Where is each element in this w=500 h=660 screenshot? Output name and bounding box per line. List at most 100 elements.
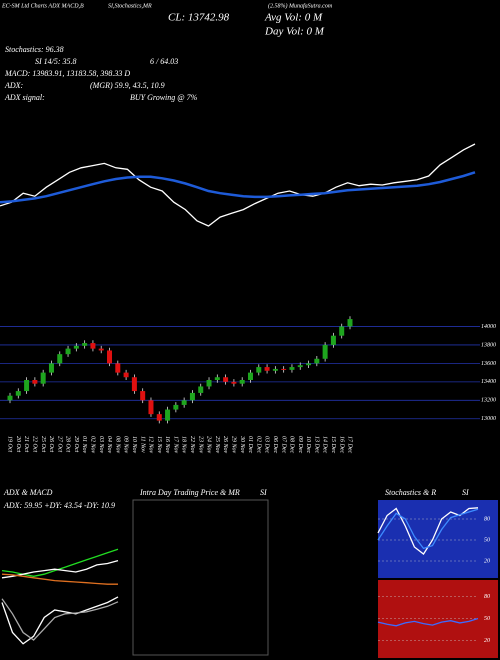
candle-body	[24, 380, 30, 392]
candle-body	[330, 335, 336, 345]
panel-background	[378, 580, 498, 658]
candle-body	[264, 367, 270, 371]
rsi-values: 6 / 64.03	[150, 57, 178, 66]
y-tick-label: 80	[484, 516, 490, 522]
x-tick-label: 13 Dec	[313, 436, 319, 453]
x-tick-label: 25 Oct	[40, 436, 46, 452]
adx-signal: ADX signal:	[4, 93, 45, 102]
candle-body	[90, 343, 96, 349]
x-tick-label: 01 Nov	[81, 436, 87, 454]
site-label: (2.58%) MunafaSutra.com	[268, 2, 333, 9]
site-label: SI,Stochastics,MR	[108, 3, 152, 9]
candle-body	[156, 414, 162, 421]
y-tick-label: 20	[484, 638, 490, 644]
x-tick-label: 04 Nov	[106, 436, 113, 454]
x-tick-label: 03 Dec	[264, 436, 270, 453]
panel-subtitle: SI	[462, 488, 469, 497]
candle-body	[189, 392, 195, 401]
y-tick-label: 50	[484, 616, 490, 622]
candle-body	[82, 343, 88, 346]
candle-body	[239, 380, 245, 384]
x-tick-label: 09 Dec	[297, 436, 303, 453]
candle-body	[73, 345, 79, 349]
day-volume: Day Vol: 0 M	[264, 26, 325, 38]
candle-body	[339, 326, 345, 336]
y-tick-label: 13400	[481, 378, 496, 385]
y-tick-label: 80	[484, 594, 490, 600]
x-tick-label: 29 Oct	[73, 436, 79, 452]
candle-body	[165, 409, 171, 421]
y-tick-label: 13800	[481, 342, 496, 348]
site-label: EC-SM Ltd Charts ADX MACD,B	[1, 3, 84, 9]
x-tick-label: 07 Dec	[280, 436, 286, 453]
x-tick-label: 17 Dec	[347, 436, 353, 453]
adx-values: (MGR) 59.9, 43.5, 10.9	[90, 81, 165, 90]
y-tick-label: 13200	[481, 398, 496, 404]
candle-body	[107, 350, 113, 364]
x-tick-label: 22 Oct	[32, 436, 38, 452]
candle-body	[347, 319, 353, 327]
y-tick-label: 50	[484, 537, 490, 543]
candle-body	[223, 377, 229, 382]
candle-body	[231, 381, 237, 384]
candle-body	[206, 380, 212, 387]
x-tick-label: 20 Oct	[15, 436, 21, 452]
x-tick-label: 19 Oct	[7, 436, 13, 452]
series-line	[1, 559, 119, 579]
x-tick-label: 26 Oct	[48, 436, 54, 452]
candle-body	[7, 395, 13, 401]
candle-body	[314, 358, 320, 364]
y-tick-label: 13000	[481, 416, 496, 422]
candle-body	[115, 363, 121, 373]
x-tick-label: 18 Nov	[181, 436, 187, 454]
x-tick-label: 02 Dec	[255, 436, 261, 453]
candle-body	[289, 367, 295, 370]
candle-body	[15, 391, 21, 396]
x-tick-label: 28 Oct	[65, 436, 71, 452]
series-line	[377, 508, 479, 550]
stochastics: Stochastics: 96.38	[5, 45, 64, 54]
candle-body	[140, 391, 146, 401]
x-tick-label: 30 Nov	[239, 435, 245, 454]
panel-title: Intra Day Trading Price & MR	[139, 488, 240, 497]
x-tick-label: 10 Nov	[131, 436, 137, 454]
panel-title: Stochastics & R	[385, 488, 436, 497]
x-tick-label: 01 Dec	[247, 436, 253, 453]
x-tick-label: 14 Dec	[322, 436, 329, 453]
candle-body	[48, 363, 54, 373]
x-tick-label: 16 Nov	[164, 436, 170, 454]
panel-subtitle: ADX: 59.95 +DY: 43.54 -DY: 10.9	[3, 501, 115, 510]
x-tick-label: 02 Nov	[90, 436, 96, 454]
candle-body	[198, 386, 204, 393]
series-line	[1, 596, 119, 645]
candle-body	[214, 377, 220, 380]
x-tick-label: 21 Oct	[23, 436, 29, 452]
candle-body	[98, 348, 104, 351]
x-tick-label: 09 Nov	[123, 436, 129, 454]
x-tick-label: 27 Oct	[56, 436, 62, 452]
candle-body	[40, 372, 46, 384]
x-tick-label: 23 Nov	[197, 436, 203, 454]
x-tick-label: 15 Dec	[330, 436, 336, 453]
avg-volume: Avg Vol: 0 M	[264, 12, 323, 24]
x-tick-label: 16 Dec	[338, 436, 344, 453]
candle-body	[306, 363, 312, 366]
x-tick-label: 24 Nov	[206, 436, 213, 454]
rsi: SI 14/5: 35.8	[35, 57, 77, 66]
candle-body	[32, 380, 38, 384]
x-tick-label: 17 Nov	[173, 436, 179, 454]
x-tick-label: 11 Nov	[139, 436, 145, 453]
candle-body	[297, 365, 303, 368]
y-tick-label: 13600	[481, 361, 496, 367]
series-line	[1, 548, 119, 577]
series-line	[0, 143, 476, 227]
signal: BUY Growing @ 7%	[130, 93, 198, 102]
candle-body	[256, 367, 262, 373]
macd: MACD: 13983.91, 13183.58, 398.33 D	[4, 69, 130, 78]
panel-background	[378, 500, 498, 578]
x-tick-label: 25 Nov	[214, 436, 220, 454]
x-tick-label: 29 Nov	[231, 436, 237, 454]
candle-body	[131, 377, 137, 392]
candle-body	[181, 400, 187, 405]
series-line	[0, 171, 476, 204]
